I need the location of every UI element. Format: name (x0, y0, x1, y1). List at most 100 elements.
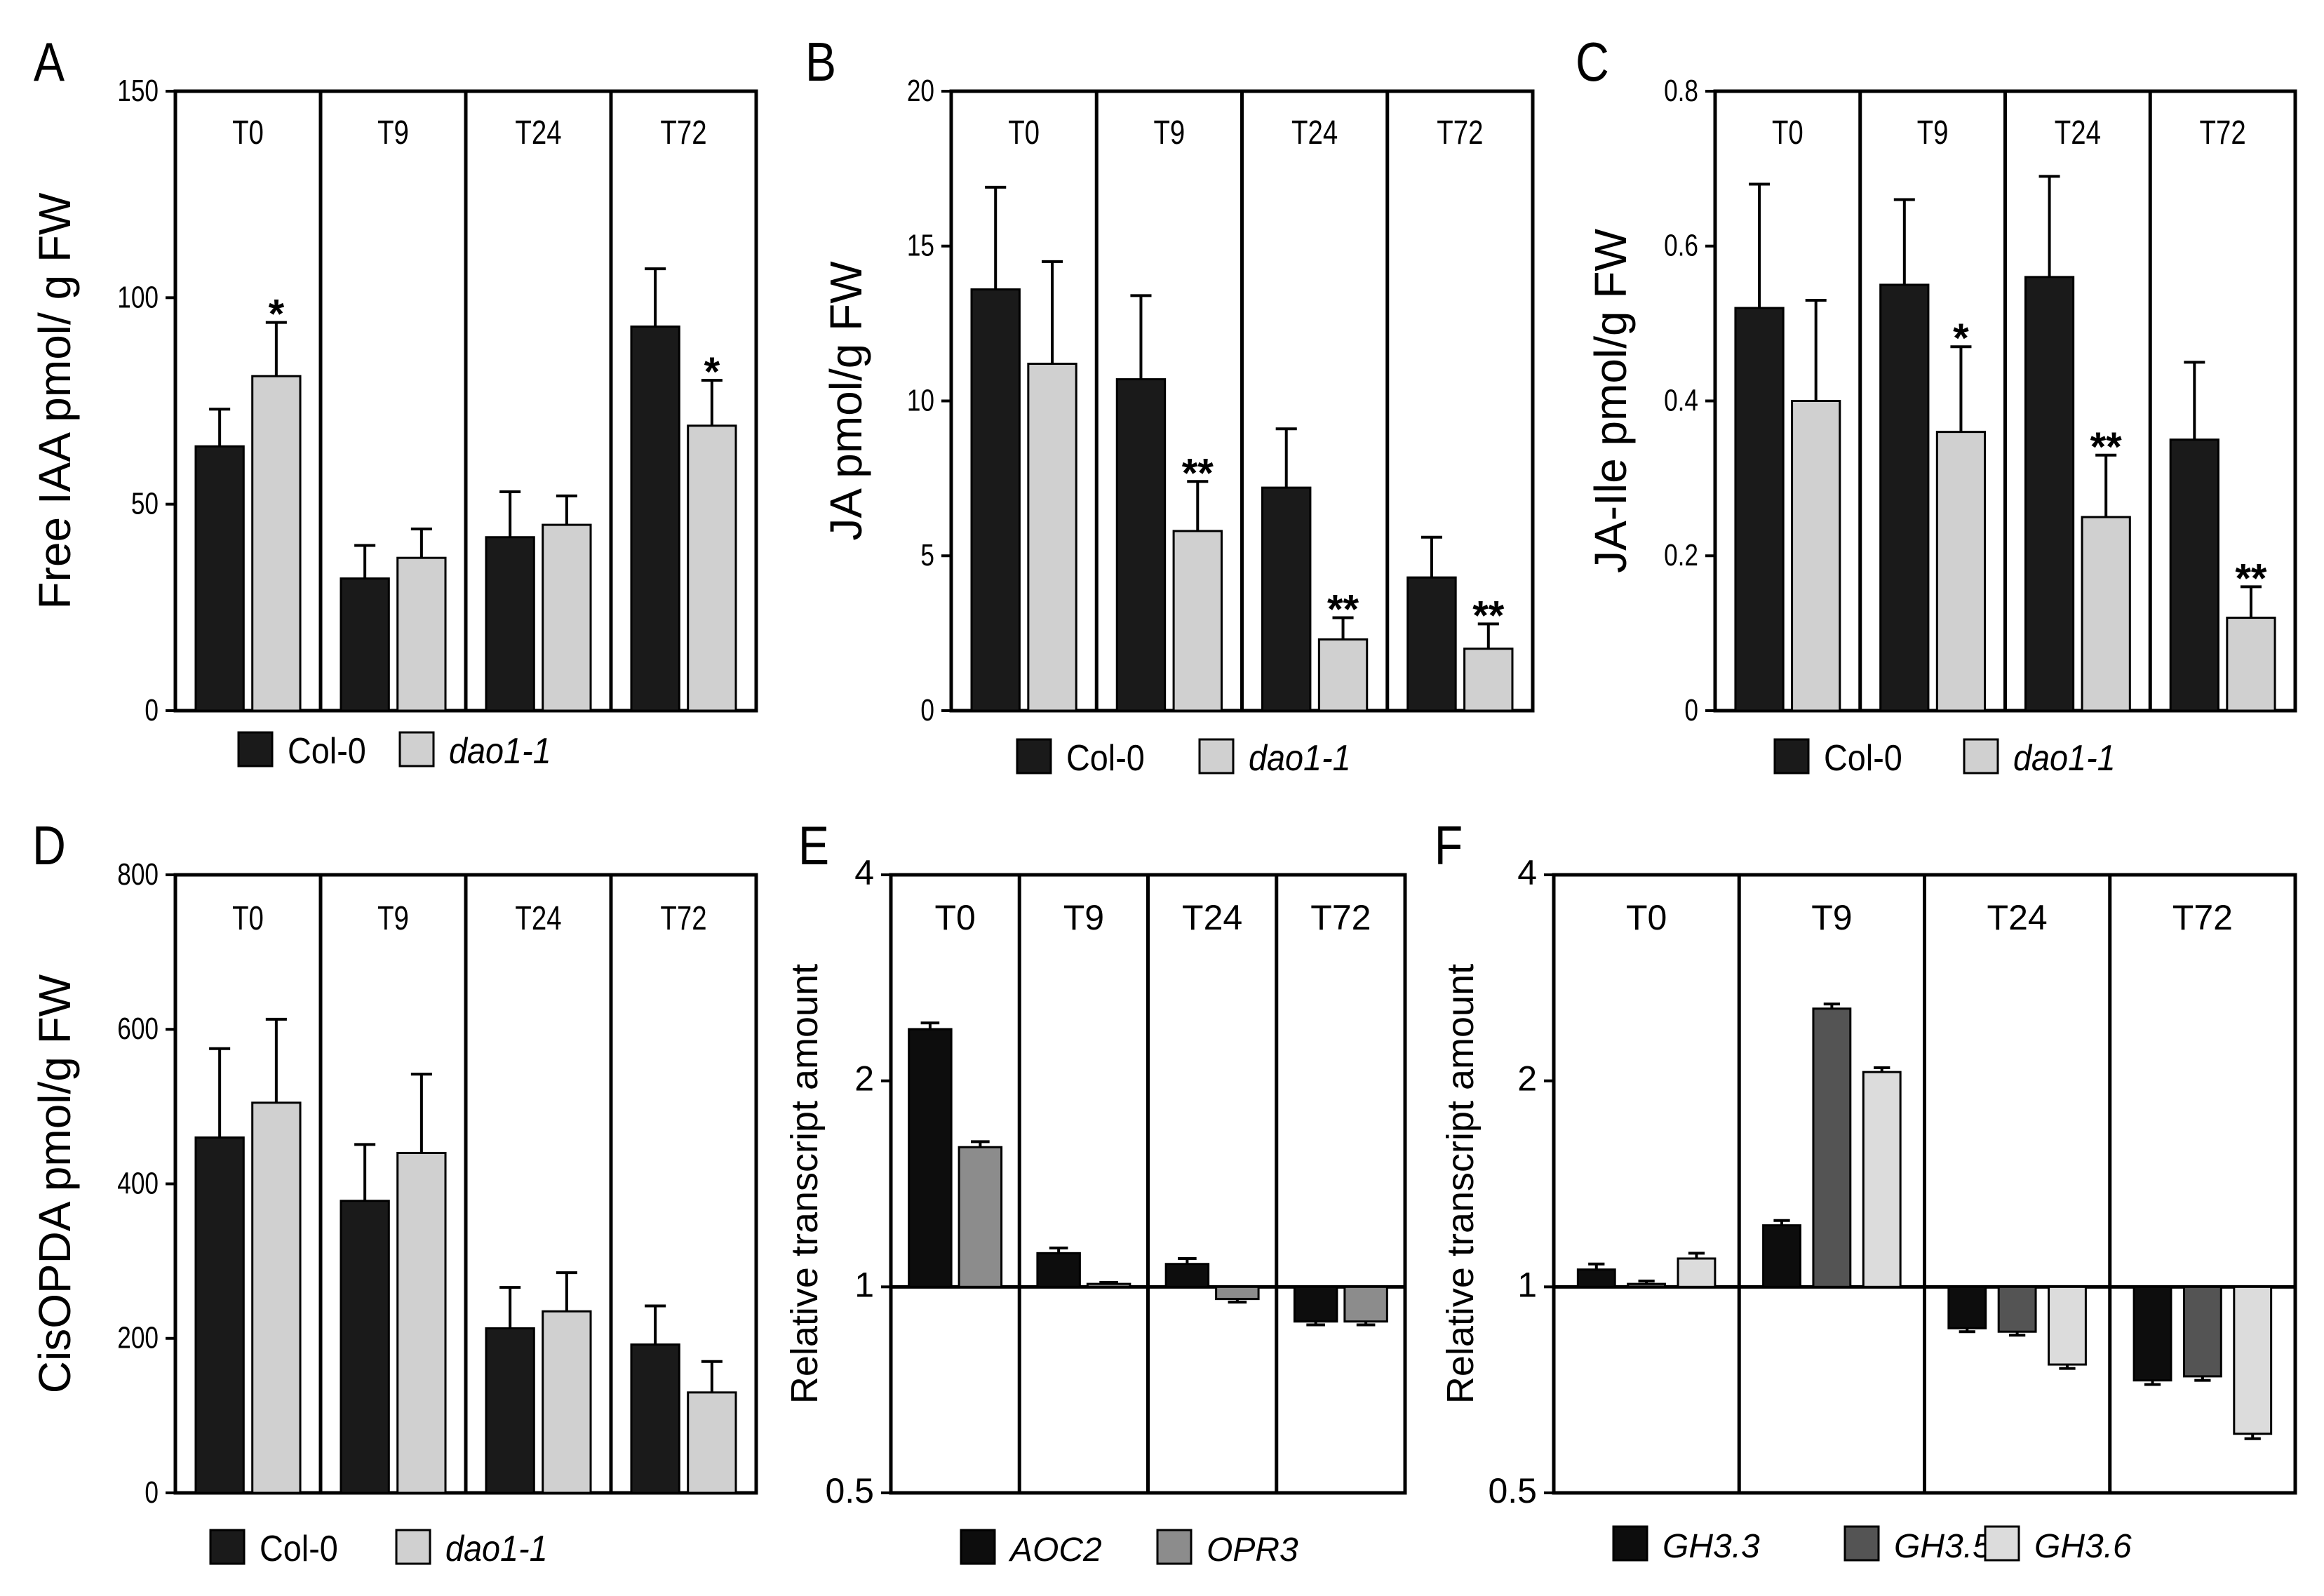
bar (194, 1136, 245, 1494)
legend-swatch (1156, 1529, 1193, 1565)
significance-label: * (269, 292, 285, 337)
y-tick-label: 50 (131, 487, 159, 521)
y-tick-label: 1 (854, 1265, 874, 1304)
legend-swatch (1773, 738, 1810, 774)
group-label: T72 (1437, 114, 1483, 152)
bar (542, 1310, 592, 1494)
legend-swatch (960, 1529, 996, 1565)
bar (1115, 378, 1167, 712)
group-label: T0 (1008, 114, 1040, 152)
group-label: T72 (660, 900, 706, 937)
bar (2132, 1285, 2172, 1382)
bar (1406, 576, 1457, 712)
significance-label: ** (1327, 587, 1359, 633)
group-label: T24 (515, 900, 561, 937)
y-tick-label: 2 (1517, 1059, 1537, 1099)
legend-swatch (398, 731, 435, 767)
bar (1935, 431, 1987, 712)
group-label: T9 (1153, 114, 1185, 152)
bar (2182, 1285, 2222, 1378)
bar (1762, 1224, 1801, 1288)
y-tick-label: 0.5 (825, 1471, 874, 1510)
y-tick-label: 100 (117, 281, 159, 315)
bar (485, 536, 535, 712)
y-tick-label: 0.5 (1488, 1471, 1537, 1510)
legend-label: Col-0 (260, 1529, 338, 1569)
group-label: T72 (2172, 898, 2233, 937)
group-label: T0 (934, 898, 975, 937)
panel-letter: D (32, 815, 66, 876)
legend-label: GH3.6 (2034, 1528, 2132, 1565)
group-label: T0 (232, 900, 264, 937)
bar (687, 424, 737, 712)
bar (1947, 1285, 1987, 1329)
bar (251, 375, 302, 712)
y-tick-label: 150 (117, 74, 159, 108)
bar (1172, 530, 1223, 712)
legend-label: dao1-1 (445, 1529, 548, 1569)
panel-F: F Relative transcript amount 0.5 1 2 4 T0 T9 T24… (1435, 815, 2297, 1565)
group-label: T72 (2200, 114, 2246, 152)
bar (630, 326, 680, 712)
bar (630, 1343, 680, 1494)
bar (1879, 283, 1930, 712)
bar (1343, 1285, 1388, 1323)
bar (1997, 1285, 2037, 1333)
y-tick-label: 400 (117, 1167, 159, 1201)
bar (1734, 307, 1785, 712)
legend-swatch (1016, 738, 1052, 774)
panel-A: A Free IAA pmol/ g FW 0 50 100 150 T0 T9 T24 T72 *… (29, 32, 758, 772)
group-label: T24 (1182, 898, 1242, 937)
legend-label: Col-0 (288, 731, 366, 772)
legend-label: GH3.3 (1663, 1528, 1760, 1565)
legend-label: dao1-1 (449, 731, 551, 772)
y-tick-label: 5 (920, 539, 934, 573)
y-axis-title: JA-Ile pmol/g FW (1585, 229, 1636, 573)
panel-letter: A (34, 32, 65, 93)
bar (2169, 438, 2219, 712)
bar (1677, 1257, 1717, 1288)
bar (1576, 1268, 1616, 1288)
legend-swatch (1963, 738, 1999, 774)
bar (1463, 648, 1514, 712)
group-label: T24 (2055, 114, 2101, 152)
significance-label: ** (1182, 450, 1214, 496)
significance-label: * (1953, 316, 1969, 361)
legend-swatch (1843, 1525, 1880, 1562)
bar (1317, 638, 1369, 712)
bar (1261, 486, 1312, 712)
group-label: T72 (1310, 898, 1371, 937)
group-label: T24 (515, 114, 561, 152)
significance-label: ** (1472, 593, 1505, 638)
bar (251, 1101, 302, 1494)
significance-label: ** (2235, 556, 2267, 601)
panel-D: D CisOPDA pmol/g FW 0 200 400 600 800 T0 T9 T24 T7… (29, 815, 758, 1569)
legend-label: Col-0 (1066, 738, 1145, 779)
bar (1812, 1007, 1852, 1288)
panel-letter: F (1435, 815, 1463, 876)
y-axis-title: CisOPDA pmol/g FW (29, 974, 80, 1393)
panel-letter: E (798, 815, 829, 876)
legend-label: GH3.5 (1894, 1528, 1991, 1565)
bar (958, 1146, 1003, 1288)
y-tick-label: 200 (117, 1321, 159, 1355)
group-label: T24 (1987, 898, 2048, 937)
y-tick-label: 20 (907, 74, 934, 108)
significance-label: * (704, 349, 720, 395)
legend-swatch (1612, 1525, 1648, 1562)
bar (2081, 516, 2131, 712)
bar (1036, 1252, 1081, 1288)
group-label: T0 (1626, 898, 1667, 937)
y-tick-label: 0 (145, 1475, 159, 1510)
bar (396, 1151, 447, 1494)
panel-C: C JA-Ile pmol/g FW 0 0.2 0.4 0.6 0.8 T0 T9 T24 T72… (1576, 32, 2297, 779)
y-tick-label: 10 (907, 384, 934, 418)
y-tick-label: 4 (854, 853, 874, 892)
legend-swatch (1198, 738, 1235, 774)
y-tick-label: 0.8 (1664, 74, 1698, 108)
y-tick-label: 600 (117, 1012, 159, 1047)
legend-label: OPR3 (1207, 1531, 1298, 1569)
group-label: T0 (1772, 114, 1804, 152)
panel-E: E Relative transcript amount 0.5 1 2 4 T0 T9 T24… (784, 815, 1407, 1569)
